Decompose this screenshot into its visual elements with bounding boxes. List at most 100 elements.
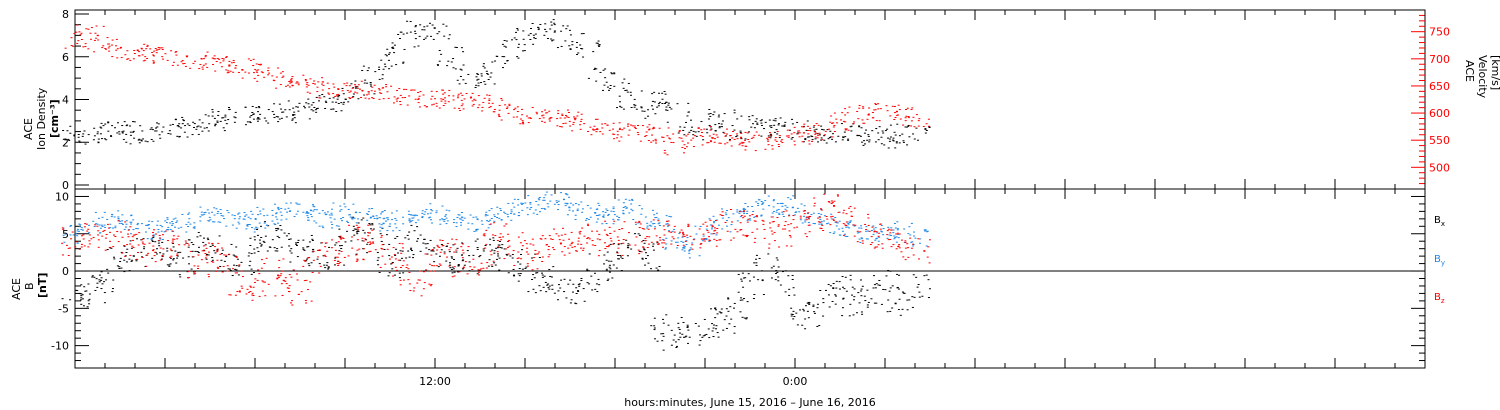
bx-point [61,286,91,308]
density-point [482,55,509,75]
velocity-point [470,92,494,112]
velocity-point [228,58,256,74]
bx-point [511,253,541,282]
bz-point [302,249,329,274]
velocity-point [288,74,316,93]
velocity-point [841,106,870,124]
density-point [423,23,451,40]
density-point [501,38,526,59]
x-tick-label: 0:00 [783,375,808,388]
velocity-point [616,123,642,142]
bx-point [796,302,825,330]
velocity-point [893,105,915,122]
b-axis-label-line3: [nT] [36,273,49,298]
bz-point [796,205,825,233]
by-point [346,208,376,224]
bx-point [91,265,119,294]
bz-point [348,224,374,251]
bx-point [725,297,749,320]
bx-point [211,243,241,270]
density-point [759,120,781,139]
b-axis-label-line2: B [23,282,36,290]
velocity-point [438,92,464,111]
density-point [121,125,147,145]
velocity-axis-label-line2: Velocity [1476,55,1489,99]
bx-point [737,272,765,301]
bz-point [782,210,811,238]
by-point [287,202,315,218]
b-tick-label: -10 [51,340,69,353]
density-tick-label: 4 [62,94,69,107]
velocity-point [661,136,688,156]
density-point [842,125,871,143]
density-point [77,126,103,145]
density-point [474,73,496,88]
by-point [331,202,360,222]
bz-point [482,222,511,248]
by-point [526,195,552,211]
bz-point [187,250,210,279]
density-point [886,123,911,144]
bx-point [451,247,479,275]
by-point [318,210,342,229]
bx-point [753,253,780,282]
bz-point [886,228,913,253]
velocity-point [857,103,882,120]
bz-point [586,223,613,250]
velocity-point [181,51,209,70]
velocity-point [738,131,758,147]
bx-point [376,252,405,279]
legend-bz: Bz [1434,292,1445,305]
velocity-tick-label: 600 [1429,107,1450,120]
bx-point [677,316,706,346]
density-point [168,118,195,138]
by-point [812,211,841,227]
by-point [211,209,241,229]
bx-point [496,247,524,275]
density-point [211,108,231,129]
density-point [811,125,837,144]
velocity-point [723,132,749,151]
density-point [587,67,616,86]
velocity-axis-label-line3: [km/s] [1489,55,1500,90]
by-point [632,209,661,229]
bz-point [571,227,601,257]
velocity-point [76,24,105,41]
by-point [676,240,704,259]
by-point [199,206,226,223]
velocity-point [678,128,706,148]
bx-point [334,228,360,255]
velocity-point [124,43,149,62]
density-point [650,91,671,108]
bz-point [813,193,839,221]
velocity-point [631,124,661,142]
density-point [273,102,301,124]
bz-point [661,220,685,248]
density-point [511,28,540,46]
bz-point [257,257,286,282]
density-point [452,67,480,85]
bz-point [196,242,226,269]
bz-point [106,220,136,249]
bz-point [121,232,151,257]
bz-point [334,235,361,262]
bz-point [691,219,719,249]
by-point [887,221,916,240]
by-point [513,198,541,217]
by-point [602,206,631,221]
bx-point [859,279,883,306]
density-point [361,63,391,80]
velocity-point [647,126,675,144]
by-point [752,199,781,218]
bx-point [527,266,555,294]
density-axis-label-line2: Ion Density [35,87,48,150]
density-point [181,116,211,135]
by-point [233,213,256,233]
density-point [107,121,136,139]
density-point [602,78,630,97]
bz-point [392,259,421,286]
velocity-point [152,47,169,64]
by-point [376,216,405,232]
density-point [303,96,331,113]
